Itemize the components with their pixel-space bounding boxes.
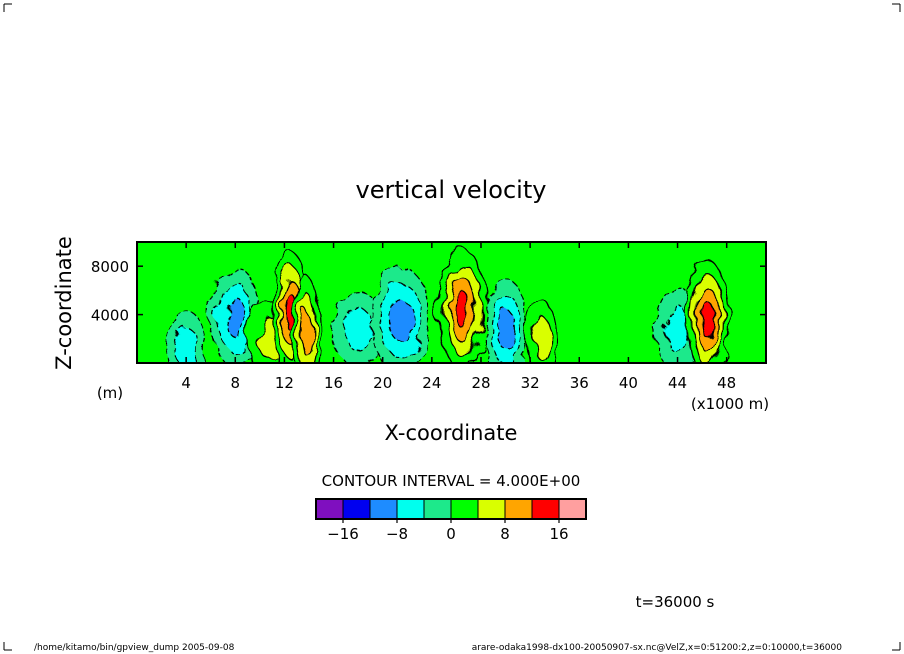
x-axis-unit: (x1000 m)	[691, 395, 769, 413]
x-tick-label: 4	[181, 374, 191, 392]
x-tick-label: 8	[231, 374, 241, 392]
x-tick-label: 40	[619, 374, 638, 392]
contour-cell	[482, 278, 529, 363]
y-axis-ticks: 4000 8000	[91, 258, 766, 325]
x-tick-label: 28	[471, 374, 490, 392]
contour-cell	[527, 300, 558, 363]
y-tick-label: 4000	[91, 307, 129, 325]
x-axis-ticks: 4 8 12 16 20 24 28 32 36 40 44 48	[181, 242, 736, 392]
colorbar-swatch	[450, 498, 479, 520]
corner-mark-bottom-right	[892, 642, 901, 651]
plot-frame	[136, 241, 767, 364]
contour-level-neg	[664, 305, 691, 353]
x-tick-label: 12	[275, 374, 294, 392]
colorbar: −16 −8 0 8 16	[315, 498, 587, 543]
contour-level-neg	[388, 299, 414, 343]
contour-cell	[371, 267, 432, 363]
colorbar-swatch	[423, 498, 452, 520]
colorbar-swatch	[396, 498, 425, 520]
x-tick-label: 32	[521, 374, 540, 392]
x-tick-label: 48	[717, 374, 736, 392]
contour-cell	[688, 260, 729, 363]
colorbar-swatch	[477, 498, 506, 520]
time-label: t=36000 s	[636, 593, 715, 611]
footer-info: arare-odaka1998-dx100-20050907-sx.nc@Vel…	[472, 643, 843, 653]
contour-level-pos	[701, 301, 715, 340]
x-tick-label: 44	[668, 374, 687, 392]
colorbar-swatch	[531, 498, 560, 520]
colorbar-tick-label: −16	[327, 525, 359, 543]
colorbar-tick-label: 0	[446, 525, 456, 543]
x-tick-label: 24	[422, 374, 441, 392]
contour-level-neg	[343, 307, 373, 352]
contour-level-neg	[225, 296, 246, 338]
colorbar-swatch	[558, 498, 587, 520]
contour-cell	[291, 276, 322, 363]
x-tick-label: 16	[324, 374, 343, 392]
contour-level-neg	[174, 326, 198, 363]
contour-interval-text: CONTOUR INTERVAL = 4.000E+00	[322, 472, 581, 490]
contour-level-pos	[533, 316, 552, 361]
chart-title: vertical velocity	[356, 176, 547, 204]
y-axis-title: Z-coordinate	[52, 236, 76, 370]
y-axis-unit: (m)	[97, 384, 123, 402]
contour-level-pos	[300, 310, 313, 356]
colorbar-tick-label: −8	[386, 525, 408, 543]
corner-mark-top-right	[892, 3, 901, 12]
colorbar-tick-label: 16	[549, 525, 568, 543]
x-tick-label: 36	[570, 374, 589, 392]
colorbar-swatch	[342, 498, 371, 520]
contour-level-neg	[496, 308, 515, 350]
contour-cell	[165, 309, 207, 363]
y-tick-label: 8000	[91, 258, 129, 276]
contour-field	[165, 249, 729, 363]
colorbar-swatch	[369, 498, 398, 520]
colorbar-tick-label: 8	[500, 525, 510, 543]
corner-mark-top-left	[3, 3, 12, 12]
colorbar-swatch	[315, 498, 344, 520]
footer-path: /home/kitamo/bin/gpview_dump 2005-09-08	[34, 643, 235, 653]
contour-cell	[437, 249, 488, 363]
corner-mark-bottom-left	[3, 642, 12, 651]
contour-level-pos	[454, 291, 471, 329]
x-axis-title: X-coordinate	[385, 421, 518, 445]
x-tick-label: 20	[373, 374, 392, 392]
colorbar-swatch	[504, 498, 533, 520]
contour-cell	[332, 290, 384, 363]
